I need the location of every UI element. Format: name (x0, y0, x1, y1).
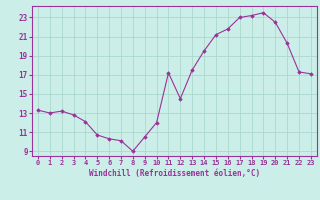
X-axis label: Windchill (Refroidissement éolien,°C): Windchill (Refroidissement éolien,°C) (89, 169, 260, 178)
